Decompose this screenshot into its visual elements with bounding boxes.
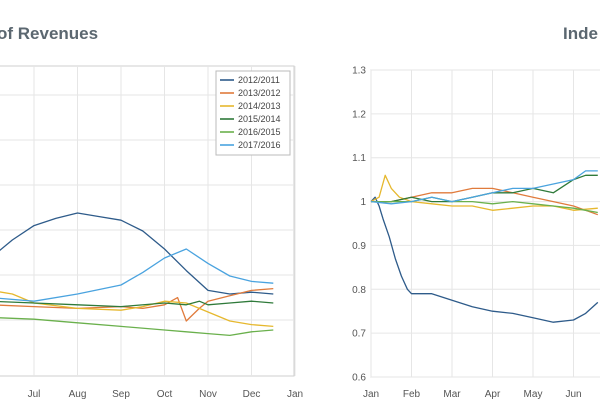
right-x-tick-label: May <box>524 389 543 400</box>
left-series-line-5 <box>0 248 274 302</box>
left-x-tick-label: Dec <box>243 389 261 400</box>
legend-label: 2016/2015 <box>238 127 281 137</box>
right-y-tick-label: 1.2 <box>352 109 366 120</box>
right-x-tick-label: Jan <box>363 389 379 400</box>
right-y-tick-label: 0.6 <box>352 373 366 384</box>
left-series-line-4 <box>0 317 274 337</box>
right-plot-area <box>370 69 600 378</box>
left-chart: Jul Aug Sep Oct Nov Dec Jan 2012/2011 2013/2012 2… <box>0 65 303 400</box>
legend-label: 2012/2011 <box>238 75 280 85</box>
left-chart-title: of Revenues <box>0 24 99 43</box>
left-x-tick-label: Sep <box>112 389 130 400</box>
right-x-tick-label: Mar <box>443 389 461 400</box>
left-series-line-2 <box>0 291 274 328</box>
left-x-tick-label: Jul <box>28 389 41 400</box>
right-y-tick-label: 1.1 <box>352 153 366 164</box>
left-x-tick-label: Aug <box>69 389 87 400</box>
legend-label: 2013/2012 <box>238 88 281 98</box>
left-series-line-0 <box>0 212 274 295</box>
right-y-tick-label: 1.3 <box>352 66 366 77</box>
left-series-line-3 <box>0 300 274 308</box>
right-y-tick-label: 1 <box>360 197 366 208</box>
right-series-line-2 <box>370 174 598 211</box>
right-x-tick-label: Feb <box>403 389 421 400</box>
left-x-tick-label: Jan <box>287 389 303 400</box>
right-chart-title: Inde <box>563 24 598 43</box>
right-x-tick-label: Apr <box>485 389 501 400</box>
left-legend-box <box>215 70 291 156</box>
left-x-tick-label: Oct <box>157 389 173 400</box>
right-y-tick-label: 0.8 <box>352 285 366 296</box>
left-plot-area <box>0 65 295 377</box>
right-chart: 1.3 1.2 1.1 1 0.9 0.8 0.7 0.6 Jan Feb Mar Apr May Jun <box>352 66 600 400</box>
left-x-tick-label: Nov <box>199 389 217 400</box>
legend-label: 2014/2013 <box>238 101 281 111</box>
legend-label: 2015/2014 <box>238 114 281 124</box>
right-x-tick-label: Jun <box>565 389 581 400</box>
legend-label: 2017/2016 <box>238 140 281 150</box>
right-series-line-0 <box>370 196 599 323</box>
right-y-tick-label: 0.9 <box>352 241 366 252</box>
right-series-line-5 <box>370 170 598 205</box>
right-y-tick-label: 0.7 <box>352 329 366 340</box>
